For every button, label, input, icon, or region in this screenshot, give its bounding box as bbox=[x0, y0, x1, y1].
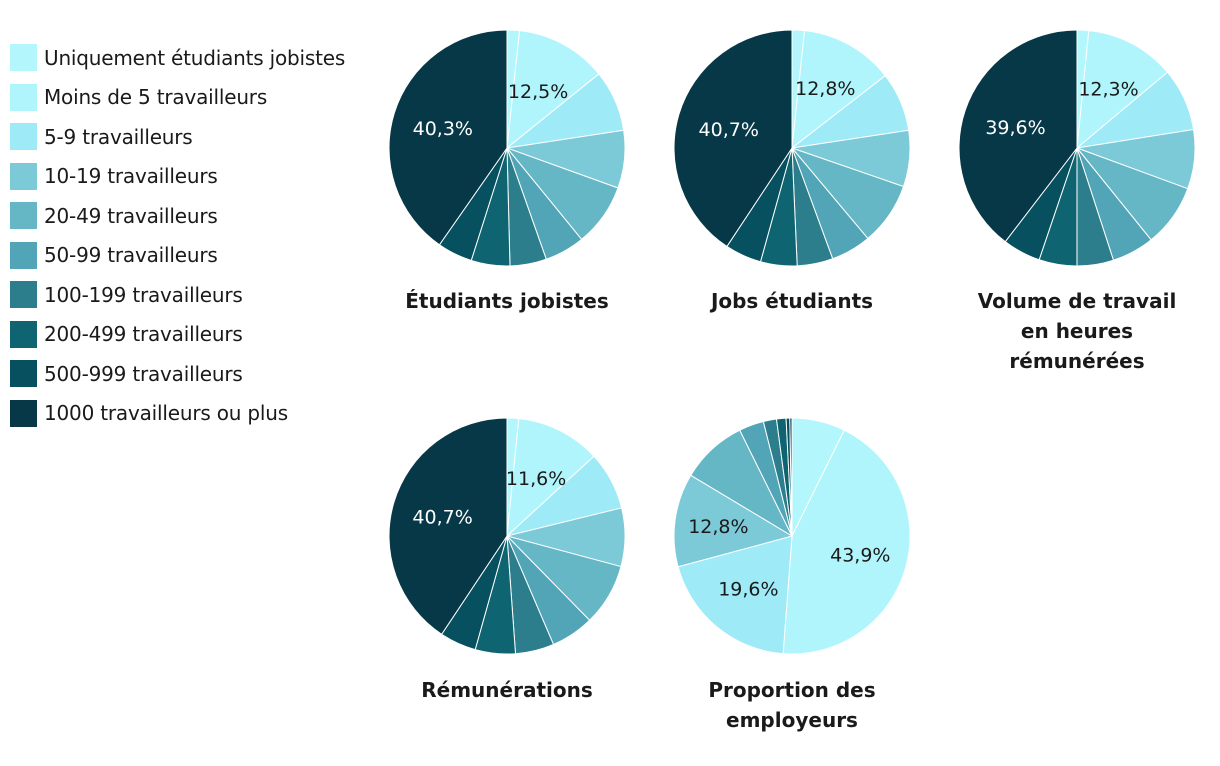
data-label: 19,6% bbox=[718, 579, 778, 601]
legend-item: 50-99 travailleurs bbox=[10, 236, 380, 276]
chart-title: Volume de travail bbox=[978, 289, 1177, 313]
legend-item: Moins de 5 travailleurs bbox=[10, 78, 380, 118]
legend-item: 500-999 travailleurs bbox=[10, 354, 380, 394]
pie-slice bbox=[789, 417, 793, 537]
pie-chart: 12,8% 40,7% Jobs étudiants bbox=[673, 29, 911, 313]
legend-item: 10-19 travailleurs bbox=[10, 157, 380, 197]
chart-title: Proportion des bbox=[708, 678, 875, 702]
data-label: 12,8% bbox=[688, 516, 748, 538]
data-label: 11,6% bbox=[506, 468, 566, 490]
legend-swatch bbox=[10, 162, 37, 190]
data-label: 43,9% bbox=[830, 545, 890, 567]
pie-slice bbox=[673, 474, 794, 568]
chart-title: en heures bbox=[1021, 319, 1133, 343]
chart-title: Jobs étudiants bbox=[709, 289, 873, 313]
data-label: 12,5% bbox=[508, 81, 568, 103]
pie-slice bbox=[677, 535, 793, 655]
data-label: 40,7% bbox=[699, 119, 759, 141]
pie-slice bbox=[782, 429, 911, 655]
legend-item: 100-199 travailleurs bbox=[10, 275, 380, 315]
pie-chart: 12,3% 39,6% Volume de travail en heures rému… bbox=[958, 29, 1196, 373]
legend-label: 1000 travailleurs ou plus bbox=[44, 401, 288, 426]
pie-chart: 11,6% 40,7% Rémunérations bbox=[388, 417, 626, 702]
data-label: 12,8% bbox=[795, 78, 855, 100]
legend-label: 50-99 travailleurs bbox=[44, 243, 218, 268]
legend-swatch bbox=[10, 281, 37, 309]
legend-label: Moins de 5 travailleurs bbox=[44, 85, 268, 110]
data-label: 40,7% bbox=[412, 507, 472, 529]
legend-label: 5-9 travailleurs bbox=[44, 124, 193, 149]
pie-chart: 43,9% 19,6% 12,8% Proportion des employeurs bbox=[673, 417, 911, 732]
legend-swatch bbox=[10, 44, 37, 72]
legend-label: Uniquement étudiants jobistes bbox=[44, 45, 346, 70]
pie-slice bbox=[506, 30, 600, 150]
chart-title: Étudiants jobistes bbox=[405, 289, 609, 313]
legend-item: 20-49 travailleurs bbox=[10, 196, 380, 236]
chart-title: Rémunérations bbox=[421, 678, 593, 702]
legend-item: Uniquement étudiants jobistes bbox=[10, 38, 380, 78]
legend-swatch bbox=[10, 83, 37, 111]
legend-label: 200-499 travailleurs bbox=[44, 322, 243, 347]
data-label: 40,3% bbox=[413, 118, 473, 140]
legend-item: 1000 travailleurs ou plus bbox=[10, 394, 380, 434]
legend-item: 200-499 travailleurs bbox=[10, 315, 380, 355]
legend-swatch bbox=[10, 399, 37, 427]
legend: Uniquement étudiants jobistes Moins de 5 … bbox=[10, 38, 380, 433]
pie-slice bbox=[1076, 30, 1169, 150]
pie-slice bbox=[506, 418, 595, 538]
legend-label: 100-199 travailleurs bbox=[44, 282, 243, 307]
data-label: 39,6% bbox=[985, 117, 1045, 139]
legend-swatch bbox=[10, 241, 37, 269]
chart-title: rémunérées bbox=[1009, 349, 1144, 373]
legend-swatch bbox=[10, 202, 37, 230]
legend-label: 20-49 travailleurs bbox=[44, 203, 218, 228]
pie-slice bbox=[388, 417, 508, 635]
legend-item: 5-9 travailleurs bbox=[10, 117, 380, 157]
pie-slice bbox=[958, 29, 1078, 243]
legend-swatch bbox=[10, 123, 37, 151]
pie-chart: 12,5% 40,3% Étudiants jobistes bbox=[388, 29, 626, 313]
pie-slice bbox=[673, 29, 793, 248]
data-label: 12,3% bbox=[1078, 79, 1138, 101]
legend-label: 500-999 travailleurs bbox=[44, 361, 243, 386]
pie-slice bbox=[791, 30, 886, 150]
legend-label: 10-19 travailleurs bbox=[44, 164, 218, 189]
chart-title: employeurs bbox=[726, 708, 858, 732]
legend-swatch bbox=[10, 320, 37, 348]
pie-slice bbox=[388, 29, 508, 246]
legend-swatch bbox=[10, 360, 37, 388]
